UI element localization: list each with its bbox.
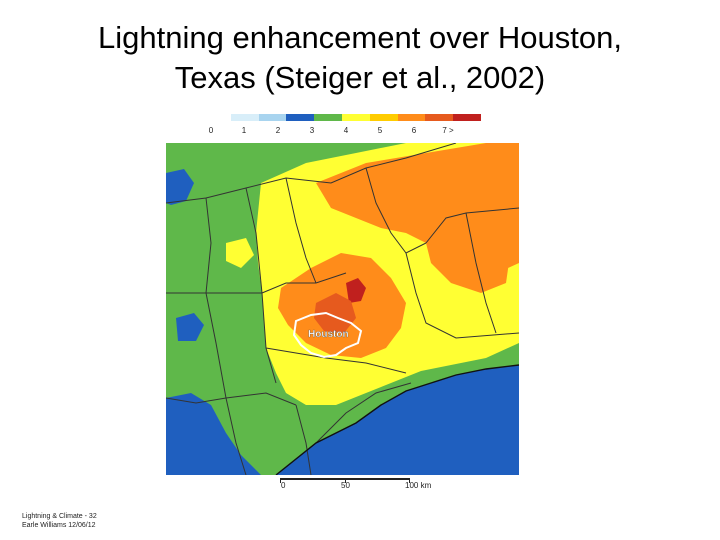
slide-footer: Lightning & Climate - 32 Earle Williams … [22, 512, 97, 530]
legend-swatch [453, 114, 481, 121]
yellow-patch-west [226, 238, 254, 268]
legend-tick: 2 [275, 126, 281, 135]
footer-line-2: Earle Williams 12/06/12 [22, 522, 96, 529]
county-boundaries [166, 143, 519, 475]
houston-city-outline [292, 311, 363, 359]
peak-region [346, 278, 366, 303]
orange-region-east [421, 218, 511, 293]
legend-tick: 6 [411, 126, 417, 135]
west-blue-patch [166, 169, 194, 205]
scale-bar-line [280, 478, 410, 483]
legend-swatch [230, 114, 259, 121]
title-line-2: Texas (Steiger et al., 2002) [174, 60, 546, 95]
legend-tick: 1 [241, 126, 247, 135]
lightning-density-map: Houston [166, 143, 519, 475]
red-region-center [314, 293, 356, 333]
coastline [275, 364, 519, 475]
color-legend: 0 1 2 3 4 5 6 7 > [203, 114, 481, 142]
legend-swatch [369, 114, 398, 121]
title-line-1: Lightning enhancement over Houston, [98, 20, 622, 55]
southwest-blue-patch [176, 313, 204, 341]
legend-swatch [286, 114, 315, 121]
footer-line-1: Lightning & Climate - 32 [22, 513, 97, 520]
legend-tick: 0 [208, 126, 214, 135]
legend-tick: 5 [377, 126, 383, 135]
legend-swatch [425, 114, 454, 121]
legend-swatch [258, 114, 287, 121]
houston-label: Houston [308, 329, 349, 340]
legend-color-bar [203, 114, 481, 121]
legend-swatch [203, 114, 231, 121]
map-scale-bar: 0 50 100 km [275, 478, 455, 498]
legend-swatch [397, 114, 426, 121]
legend-swatch [341, 114, 370, 121]
scale-label: 0 [281, 481, 286, 490]
legend-tick: 3 [309, 126, 315, 135]
gulf-water [276, 365, 519, 475]
scale-label: 100 km [405, 481, 432, 490]
legend-tick: 7 > [442, 126, 454, 135]
west-blue-region [166, 393, 261, 475]
slide-title: Lightning enhancement over Houston, Texa… [0, 18, 720, 98]
scale-label: 50 [341, 481, 350, 490]
legend-tick: 4 [343, 126, 349, 135]
legend-swatch [314, 114, 342, 121]
